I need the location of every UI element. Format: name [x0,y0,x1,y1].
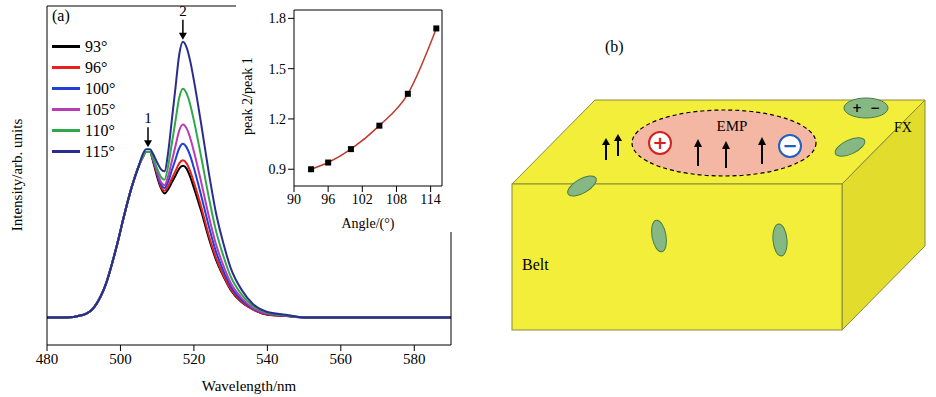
svg-text:(b): (b) [605,38,624,56]
svg-text:Belt: Belt [522,256,549,273]
svg-text:EMP: EMP [717,118,748,134]
svg-text:FX: FX [894,120,912,135]
svg-text:90: 90 [287,192,301,207]
svg-text:Wavelength/nm: Wavelength/nm [202,378,297,394]
svg-text:−: − [782,135,797,156]
svg-text:−: − [870,101,880,115]
html-text:93°: 93° [85,38,108,55]
svg-text:96: 96 [321,192,335,207]
svg-text:1.2: 1.2 [269,112,287,127]
svg-text:560: 560 [330,351,353,367]
svg-text:+: + [852,101,862,115]
html-text:100°: 100° [85,80,116,97]
svg-text:Angle/(°): Angle/(°) [341,216,394,232]
html-text:(a): (a) [52,7,70,24]
html-text:115°: 115° [85,143,115,160]
svg-text:108: 108 [386,192,407,207]
svg-text:500: 500 [109,351,132,367]
svg-text:520: 520 [183,351,206,367]
svg-text:580: 580 [403,351,426,367]
svg-text:1.5: 1.5 [269,62,287,77]
svg-text:2: 2 [179,3,187,19]
svg-text:102: 102 [352,192,373,207]
svg-text:1: 1 [144,110,152,126]
svg-text:+: + [652,132,667,153]
svg-text:540: 540 [256,351,279,367]
html-text:96°: 96° [85,59,108,76]
svg-text:1.8: 1.8 [269,11,287,26]
html-text:110°: 110° [85,122,115,139]
svg-text:480: 480 [36,351,59,367]
html-text:105°: 105° [85,101,116,118]
svg-text:114: 114 [420,192,440,207]
svg-text:Intensity/arb. units: Intensity/arb. units [9,119,25,232]
svg-text:0.9: 0.9 [269,162,287,177]
svg-text:peak 2/peak 1: peak 2/peak 1 [240,57,255,135]
